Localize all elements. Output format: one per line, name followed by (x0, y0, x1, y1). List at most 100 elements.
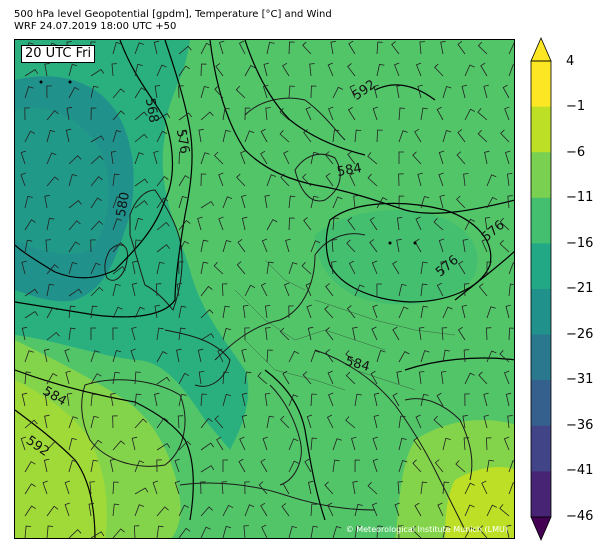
wind-barb (260, 502, 268, 517)
wind-barb (354, 525, 363, 538)
wind-barb (398, 437, 407, 451)
wind-barb (398, 525, 404, 538)
wind-barb (486, 306, 496, 319)
wind-barb (24, 483, 36, 495)
wind-barb (499, 217, 510, 231)
wind-barb (90, 350, 100, 363)
wind-barb (438, 238, 445, 253)
colorbar-bottom-arrow (530, 516, 552, 542)
wind-barb (376, 196, 388, 209)
wind-barb (310, 525, 319, 538)
wind-barb (288, 305, 294, 319)
wind-barb (457, 326, 466, 341)
wind-barb (436, 282, 444, 297)
wind-barb (156, 112, 171, 121)
wind-barb (90, 531, 105, 538)
wind-barb (508, 64, 514, 77)
wind-barb (397, 481, 404, 495)
wind-barb (483, 392, 489, 407)
wind-barb (391, 41, 400, 55)
wind-barb (222, 196, 233, 209)
wind-barb (486, 504, 497, 517)
wind-barb (200, 111, 214, 121)
wind-barb (200, 418, 213, 429)
wind-barb (178, 504, 189, 517)
wind-barb (46, 525, 54, 538)
wind-barb (398, 107, 406, 121)
temperature-field (15, 40, 514, 538)
wind-barb (485, 327, 492, 341)
wind-barb (42, 480, 48, 495)
wind-barb (46, 176, 59, 187)
copyright-notice: © Meteorological Institute Munich (LMU) (345, 525, 508, 534)
wind-barb (483, 414, 489, 429)
wind-barb (109, 458, 116, 473)
wind-barb (486, 174, 497, 187)
wind-barb (462, 414, 468, 429)
wind-barb (415, 414, 422, 429)
wind-barb (133, 525, 140, 538)
wind-barb (134, 63, 143, 77)
wind-barb (219, 40, 225, 55)
wind-barb (306, 304, 312, 319)
wind-barb (456, 151, 466, 165)
wind-barb (347, 106, 356, 121)
wind-barb (174, 458, 180, 473)
wind-barb (46, 372, 58, 385)
wind-barb (244, 64, 256, 77)
wind-barb (508, 42, 514, 55)
wind-barb (266, 218, 278, 231)
wind-barb (418, 327, 425, 341)
wind-barb (176, 283, 183, 297)
wind-barb (332, 217, 339, 231)
colorbar-tick: −26 (566, 327, 594, 342)
wind-barb (325, 283, 334, 297)
wind-barb (178, 440, 192, 451)
wind-barb (222, 107, 231, 121)
wind-barb (332, 459, 340, 473)
wind-barb (350, 436, 357, 451)
wind-barb (110, 392, 116, 407)
wind-barb (152, 480, 159, 495)
wind-barb (46, 110, 59, 121)
wind-barb (134, 152, 144, 165)
wind-barb (288, 350, 300, 363)
wind-barb (371, 326, 378, 341)
wind-barb (46, 217, 55, 231)
wind-barb (200, 285, 213, 297)
wind-barb (396, 370, 402, 385)
wind-barb (376, 129, 383, 143)
wind-barb (112, 242, 125, 253)
wind-barb (44, 194, 50, 209)
wind-barb (24, 107, 30, 121)
wind-barb (302, 41, 312, 55)
run-info: WRF 24.07.2019 18:00 UTC +50 (14, 21, 177, 32)
wind-barb (398, 415, 406, 429)
wind-barb (197, 216, 203, 231)
colorbar-segment (531, 106, 551, 153)
wind-barb (280, 173, 290, 187)
wind-barb (413, 437, 422, 451)
wind-barb (417, 172, 423, 187)
wind-barb (21, 260, 27, 275)
wind-barb (442, 481, 450, 495)
wind-barb (440, 371, 447, 385)
wind-barb (464, 64, 475, 77)
wind-barb (393, 62, 400, 77)
wind-barb (478, 283, 488, 297)
wind-barb (371, 502, 378, 517)
wind-barb (376, 525, 384, 538)
colorbar-tick: 4 (566, 54, 575, 69)
wind-barb (266, 349, 273, 363)
wind-barb (331, 239, 338, 253)
wind-barb (420, 350, 430, 363)
wind-barb (420, 481, 428, 495)
wind-barb (349, 172, 356, 187)
wind-barb (441, 327, 448, 341)
wind-barb (372, 304, 378, 319)
wind-barb (504, 150, 511, 165)
wind-barb (442, 437, 451, 451)
wind-barb (288, 438, 299, 451)
colorbar-segment (531, 197, 551, 244)
wind-barb (324, 151, 334, 165)
